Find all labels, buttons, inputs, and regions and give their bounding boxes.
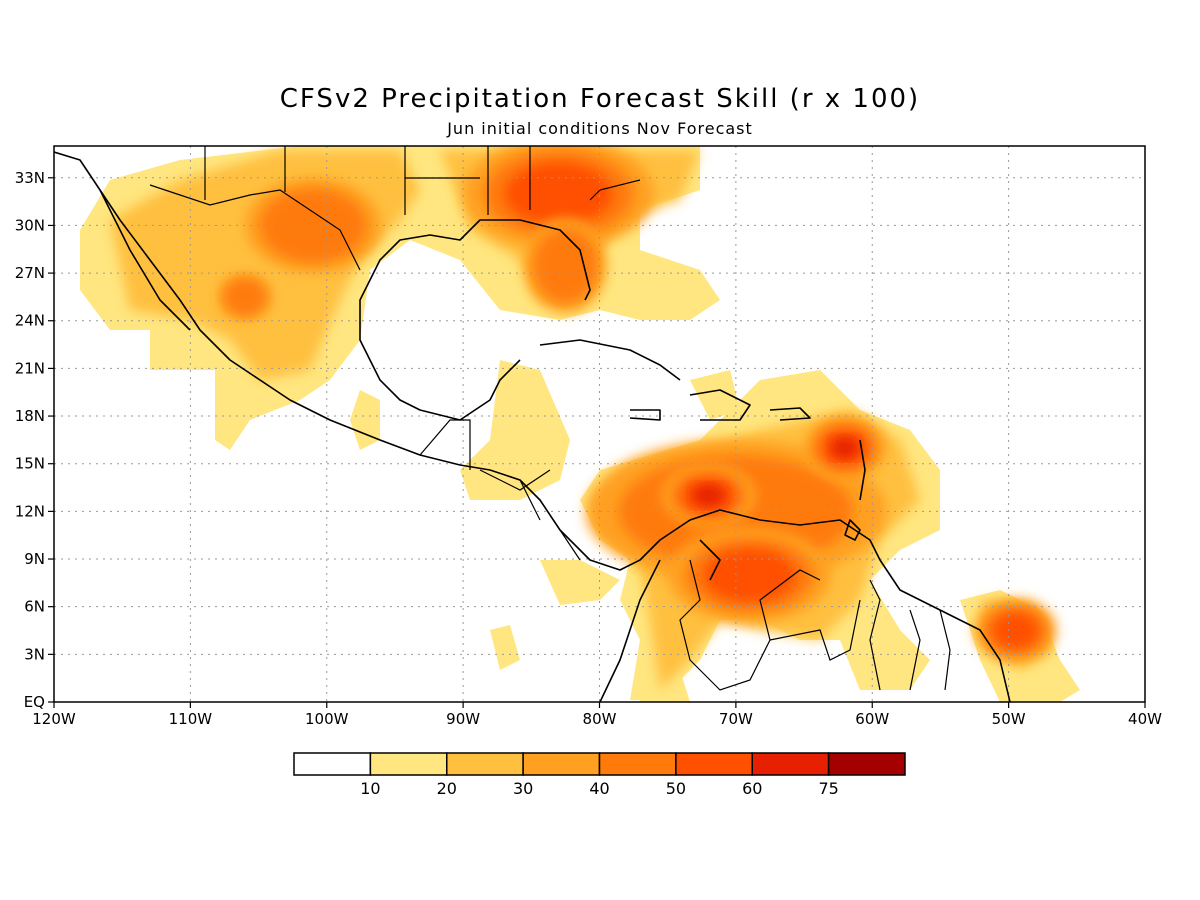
x-axis: 120W 110W 100W 90W 80W 70W 60W 50W 40W bbox=[32, 702, 1162, 728]
skill-region bbox=[223, 278, 267, 316]
y-axis: EQ 3N 6N 9N 12N 15N 18N 21N 24N 27N 30N 33N bbox=[15, 169, 54, 711]
x-tick-label: 120W bbox=[32, 710, 76, 728]
gridlines bbox=[54, 146, 1145, 702]
colorbar-swatch bbox=[446, 752, 524, 776]
colorbar-swatch bbox=[522, 752, 601, 776]
y-tick-label: 30N bbox=[15, 216, 45, 234]
skill-shading bbox=[80, 146, 1080, 702]
colorbar-swatch bbox=[369, 752, 448, 776]
x-tick-label: 50W bbox=[992, 710, 1026, 728]
colorbar-swatch bbox=[293, 752, 372, 776]
y-tick-label: 6N bbox=[24, 598, 45, 616]
x-tick-label: 110W bbox=[169, 710, 213, 728]
skill-region-yellow bbox=[350, 390, 380, 450]
skill-region bbox=[703, 548, 796, 602]
x-tick-label: 40W bbox=[1128, 710, 1162, 728]
x-tick-label: 90W bbox=[446, 710, 480, 728]
colorbar-swatch bbox=[598, 752, 677, 776]
x-tick-label: 100W bbox=[305, 710, 349, 728]
skill-region bbox=[692, 484, 725, 507]
y-tick-label: 3N bbox=[24, 645, 45, 663]
x-tick-label: 80W bbox=[583, 710, 617, 728]
skill-region-yellow bbox=[690, 370, 740, 420]
colorbar-label: 20 bbox=[437, 779, 457, 798]
coastlines bbox=[54, 151, 1011, 702]
skill-region-yellow bbox=[640, 670, 690, 702]
colorbar-label: 60 bbox=[742, 779, 762, 798]
colorbar-label: 40 bbox=[589, 779, 609, 798]
colorbar-label: 10 bbox=[360, 779, 380, 798]
y-tick-label: 12N bbox=[15, 502, 45, 520]
colorbar-label: 30 bbox=[513, 779, 533, 798]
y-tick-label: 18N bbox=[15, 407, 45, 425]
skill-region bbox=[533, 227, 598, 303]
colorbar-swatch bbox=[751, 752, 830, 776]
y-tick-label: 9N bbox=[24, 550, 45, 568]
skill-region-yellow bbox=[490, 625, 520, 670]
y-tick-label: 27N bbox=[15, 264, 45, 282]
map-title: CFSv2 Precipitation Forecast Skill (r x … bbox=[279, 84, 921, 114]
colorbar-swatch bbox=[827, 752, 906, 776]
x-tick-label: 60W bbox=[855, 710, 889, 728]
plot-area bbox=[80, 146, 1080, 702]
skill-region bbox=[831, 437, 859, 459]
y-tick-label: 24N bbox=[15, 312, 45, 330]
y-tick-label: 33N bbox=[15, 169, 45, 187]
skill-region bbox=[992, 612, 1039, 649]
y-tick-label: EQ bbox=[24, 693, 45, 711]
x-tick-label: 70W bbox=[719, 710, 753, 728]
political-borders bbox=[149, 146, 951, 691]
colorbar-label: 75 bbox=[818, 779, 838, 798]
skill-region-yellow bbox=[540, 560, 620, 605]
skill-region-yellow bbox=[460, 360, 570, 500]
map-subtitle: Jun initial conditions Nov Forecast bbox=[447, 119, 753, 138]
colorbar-swatch bbox=[675, 752, 753, 776]
y-tick-label: 21N bbox=[15, 359, 45, 377]
y-tick-label: 15N bbox=[15, 455, 45, 473]
colorbar: 10 20 30 40 50 60 75 bbox=[293, 752, 906, 798]
colorbar-label: 50 bbox=[666, 779, 686, 798]
